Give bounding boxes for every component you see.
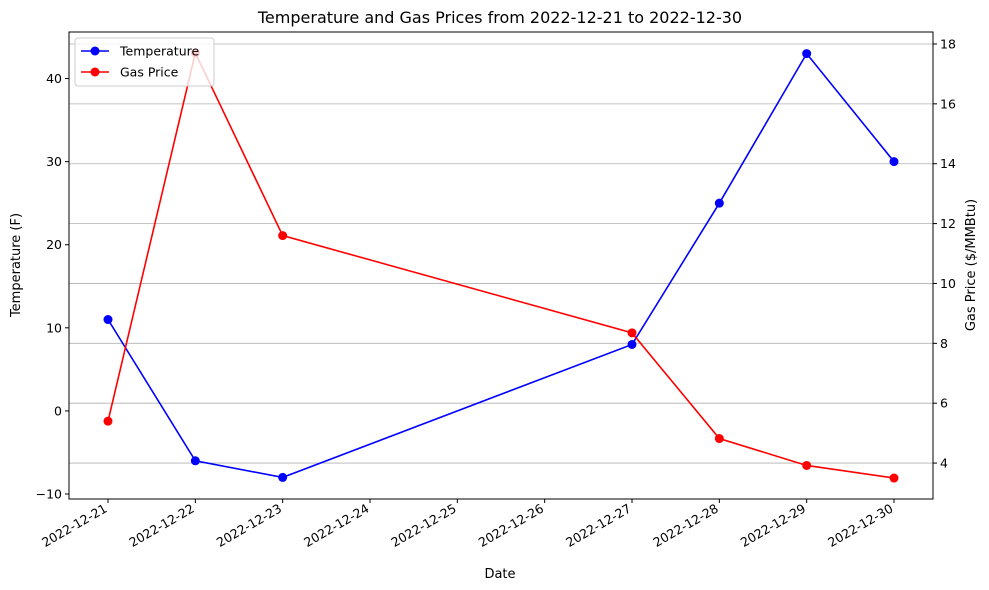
temperature-point: [103, 315, 113, 325]
y-left-tick-label: 30: [46, 154, 62, 169]
y-right-tick-label: 14: [940, 156, 956, 171]
y-axis-left-label: Temperature (F): [9, 213, 24, 318]
legend-label-temperature: Temperature: [119, 44, 199, 59]
y-right-tick-label: 16: [940, 96, 956, 111]
temperature-point: [627, 339, 637, 349]
x-tick-label: 2022-12-28: [650, 501, 720, 550]
y-right-tick-label: 10: [940, 276, 956, 291]
chart-title: Temperature and Gas Prices from 2022-12-…: [257, 8, 742, 27]
gas-price-point: [278, 231, 288, 241]
x-axis: 2022-12-21 2022-12-22 2022-12-23 2022-12-24…: [39, 499, 896, 550]
y-left-tick-label: 10: [46, 320, 62, 335]
y-right-tick-label: 18: [940, 36, 956, 51]
legend: Temperature Gas Price: [74, 37, 215, 87]
gas-price-point: [627, 328, 637, 338]
y-axis-left: −10 0 10 20 30 40: [36, 71, 69, 502]
x-tick-label: 2022-12-30: [825, 501, 895, 550]
x-tick-label: 2022-12-26: [476, 501, 546, 550]
gas-price-line: [107, 50, 895, 479]
y-left-tick-label: 20: [46, 237, 62, 252]
x-tick-label: 2022-12-25: [388, 501, 458, 550]
legend-marker-gas-price: [90, 67, 100, 77]
x-tick-label: 2022-12-21: [39, 501, 109, 550]
y-right-tick-label: 4: [940, 456, 948, 471]
y-left-tick-label: −10: [36, 487, 62, 502]
y-axis-right-label: Gas Price ($/MMBtu): [964, 199, 979, 331]
x-tick-label: 2022-12-24: [301, 501, 371, 550]
gas-price-point: [103, 416, 113, 426]
legend-box: [74, 37, 215, 87]
gas-price-point: [802, 460, 812, 470]
y-right-tick-label: 6: [940, 396, 948, 411]
x-axis-label: Date: [484, 567, 515, 582]
plot-frame: [68, 31, 934, 500]
temperature-point: [714, 198, 724, 208]
x-tick-label: 2022-12-23: [214, 501, 284, 550]
y-left-tick-label: 40: [46, 71, 62, 86]
temperature-point: [190, 456, 200, 466]
temperature-point: [802, 49, 812, 59]
y-right-tick-label: 12: [940, 216, 956, 231]
x-tick-label: 2022-12-22: [126, 501, 196, 550]
x-tick-label: 2022-12-29: [738, 501, 808, 550]
legend-label-gas-price: Gas Price: [120, 65, 179, 80]
gas-price-point: [714, 434, 724, 444]
y-left-tick-label: 0: [54, 403, 62, 418]
y-right-tick-label: 8: [940, 336, 948, 351]
series-layer: [103, 48, 899, 483]
legend-marker-temperature: [90, 46, 100, 56]
temperature-point: [889, 157, 899, 167]
temperature-point: [278, 472, 288, 482]
y-axis-right: 4 6 8 10 12 14 16 18: [933, 36, 956, 471]
x-tick-label: 2022-12-27: [563, 501, 633, 550]
gas-price-point: [889, 473, 899, 483]
gridlines: [69, 43, 933, 464]
